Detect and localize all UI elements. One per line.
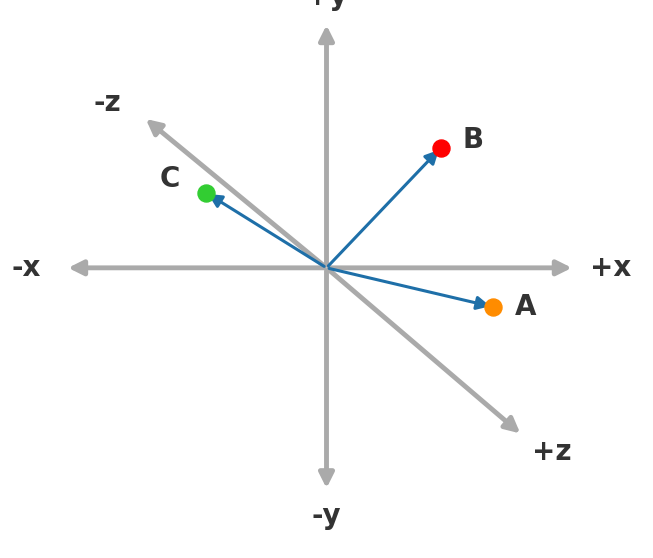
- Text: +x: +x: [590, 254, 631, 282]
- Text: C: C: [159, 165, 180, 193]
- Text: -x: -x: [12, 254, 40, 282]
- Text: -z: -z: [94, 89, 121, 117]
- Text: A: A: [515, 293, 536, 321]
- Text: +z: +z: [532, 438, 571, 466]
- Text: -y: -y: [311, 502, 342, 530]
- Text: +y: +y: [306, 0, 347, 11]
- Text: B: B: [463, 126, 484, 153]
